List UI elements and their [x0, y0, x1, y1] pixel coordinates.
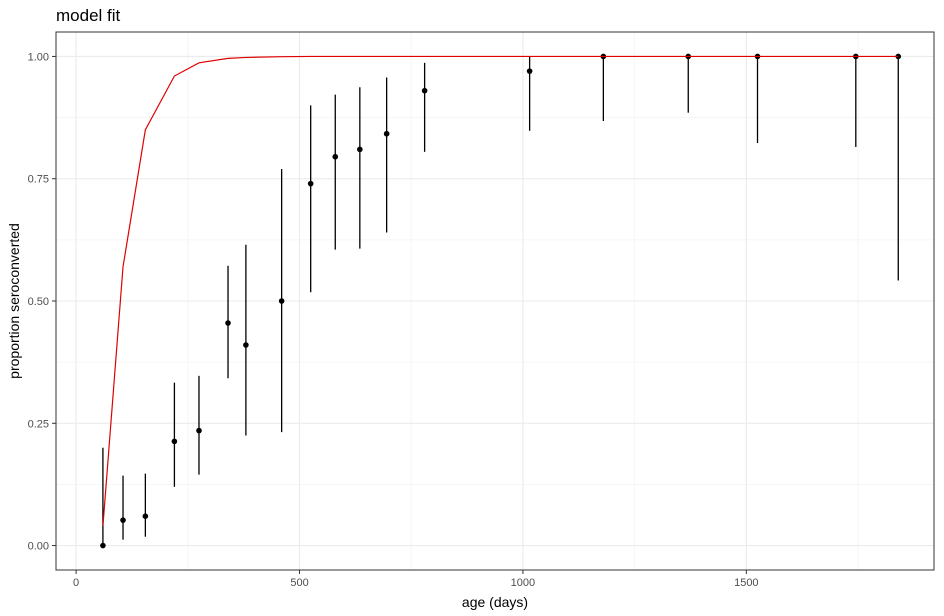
- x-axis-ticks: 0 500 1000 1500: [73, 570, 759, 589]
- x-tick-label: 500: [290, 577, 308, 589]
- y-axis-ticks: 0.00 0.25 0.50 0.75 1.00: [28, 51, 56, 553]
- data-point: [120, 517, 126, 523]
- data-point: [278, 298, 285, 304]
- y-tick-label: 0.25: [28, 418, 49, 430]
- data-point: [307, 180, 314, 187]
- points: [100, 53, 902, 549]
- data-point: [171, 438, 178, 445]
- data-point: [421, 87, 428, 94]
- chart-title: model fit: [56, 6, 121, 25]
- y-tick-label: 0.00: [28, 541, 49, 553]
- fit-line-group: [102, 55, 899, 527]
- y-tick-label: 0.50: [28, 296, 49, 308]
- x-axis-label: age (days): [462, 594, 528, 610]
- data-point: [526, 68, 533, 74]
- y-tick-label: 1.00: [28, 51, 49, 63]
- x-tick-label: 1000: [511, 577, 535, 589]
- y-axis-label: proportion seroconverted: [6, 223, 22, 379]
- data-point: [383, 130, 390, 137]
- data-point: [357, 146, 363, 153]
- data-point: [100, 542, 106, 549]
- x-tick-label: 0: [73, 577, 79, 589]
- data-point: [142, 513, 149, 519]
- data-point: [332, 153, 339, 160]
- y-tick-label: 0.75: [28, 174, 49, 186]
- data-point: [243, 342, 249, 348]
- fit-line: [102, 55, 899, 527]
- x-tick-label: 1500: [734, 577, 758, 589]
- data-point: [895, 53, 902, 60]
- data-point: [196, 427, 202, 434]
- data-point: [225, 320, 231, 326]
